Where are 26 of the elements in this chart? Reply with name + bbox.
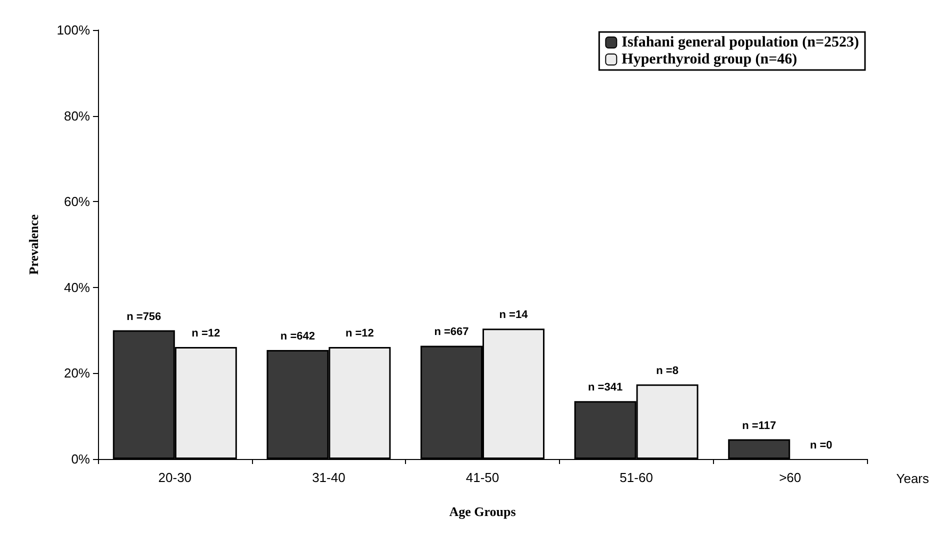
y-tick-label: 40% bbox=[64, 280, 90, 295]
y-axis-title: Prevalence bbox=[26, 214, 41, 275]
annotation: n =8 bbox=[656, 364, 678, 377]
x-tick-label: 31-40 bbox=[312, 470, 346, 485]
annotation: n =14 bbox=[499, 309, 529, 322]
annotation: n =12 bbox=[345, 328, 374, 340]
legend-label: Hyperthyroid group (n=46) bbox=[622, 52, 798, 68]
annotation: n =341 bbox=[588, 382, 623, 394]
x-tick-label: 41-50 bbox=[466, 470, 500, 485]
annotation: n =642 bbox=[280, 330, 315, 343]
text: Years bbox=[896, 471, 930, 486]
y-tick-label: 20% bbox=[64, 366, 90, 381]
y-tick-label: 60% bbox=[64, 194, 90, 210]
y-tick-label: 0% bbox=[71, 452, 90, 466]
x-tick-label: >60 bbox=[779, 470, 802, 485]
x-tick-label: 51-60 bbox=[620, 470, 653, 485]
x-tick-label: 20-30 bbox=[158, 470, 192, 485]
y-tick-label: 100% bbox=[56, 22, 90, 38]
annotation: n =12 bbox=[192, 328, 220, 340]
annotation: n =756 bbox=[126, 310, 162, 323]
y-tick-label: 80% bbox=[64, 108, 90, 124]
annotation: n =667 bbox=[434, 326, 469, 338]
annotation: n =117 bbox=[742, 420, 776, 432]
legend-label: Isfahani general population (n=2523) bbox=[622, 34, 860, 50]
x-axis-title: Age Groups bbox=[449, 504, 516, 519]
annotation: n =0 bbox=[810, 440, 832, 452]
